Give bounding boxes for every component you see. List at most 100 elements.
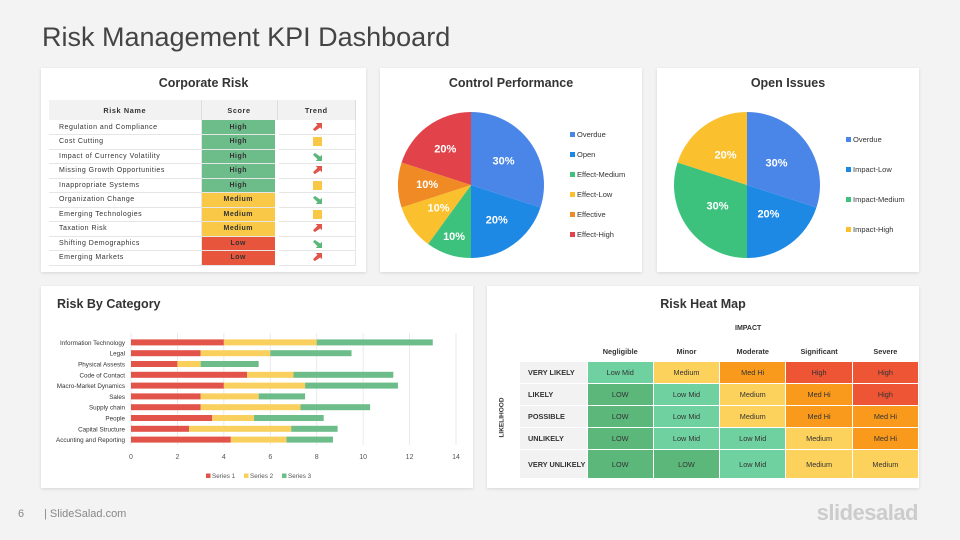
bar-segment (293, 371, 394, 378)
legend-label: Effect-High (577, 230, 614, 239)
brand-logo: slidesalad (816, 500, 919, 525)
bar-segment (305, 382, 398, 389)
risk-name: Impact of Currency Volatility (49, 149, 202, 164)
risk-score: Low (201, 236, 279, 251)
heat-map-column-header: Significant (786, 341, 852, 361)
pie-slice-label: 20% (434, 144, 456, 156)
pie-slice-open (471, 185, 541, 258)
bar-segment (200, 350, 271, 357)
heat-map-cell: Med Hi (852, 428, 918, 449)
risk-score: High (201, 134, 279, 150)
bar-segment (131, 382, 224, 389)
pie-slice-effect-high (401, 112, 471, 185)
category-label: Code of Contact (79, 372, 125, 379)
category-label: Capital Structure (78, 426, 125, 433)
corporate-risk-table: Risk Name Score Trend Regulation and Com… (49, 100, 356, 266)
heat-map-cell: LOW (653, 450, 720, 478)
legend-label: Series 2 (250, 473, 274, 480)
bar-segment (230, 436, 287, 443)
table-header-score: Score (201, 100, 278, 120)
bar-segment (131, 371, 248, 378)
table-row: Cost Cutting High (49, 134, 356, 150)
risk-score: Low (201, 250, 279, 266)
pie-slice-impact-high (677, 112, 747, 185)
legend-label: Effect-Medium (577, 170, 625, 179)
trend-down-icon (277, 149, 356, 164)
heat-map-cell: Medium (653, 362, 720, 383)
risk-name: Emerging Technologies (49, 207, 202, 222)
heat-map-cell: High (786, 362, 852, 383)
heat-map-row-label: LIKELY (520, 384, 587, 405)
heat-map-row: POSSIBLE LOW Low Mid Medium Med Hi Med Hi (520, 406, 918, 427)
heat-map-cell: Medium (786, 428, 852, 449)
table-row: Emerging Technologies Medium (49, 207, 356, 222)
risk-score: Medium (201, 221, 279, 237)
heat-map-table: Negligible Minor Moderate Significant Severe… (519, 340, 919, 479)
bar-segment (254, 415, 324, 421)
pie-slice-effect-medium (428, 185, 471, 258)
pie-slice-impact-low (747, 185, 817, 258)
bar-segment (270, 350, 352, 357)
pie-slice-label: 30% (766, 158, 788, 170)
heat-map-cell: LOW (587, 450, 653, 478)
category-label: Physical Assests (78, 362, 125, 369)
legend-swatch (244, 473, 249, 478)
bar-segment (189, 425, 292, 432)
footer-site: | SlideSalad.com (44, 508, 127, 520)
legend-label: Series 1 (212, 473, 236, 480)
heat-map-cell: Med Hi (786, 406, 852, 427)
heat-map-cell: Med Hi (786, 384, 852, 405)
heat-map-impact-label: IMPACT (735, 325, 762, 332)
bar-segment (258, 393, 306, 400)
bar-segment (177, 361, 201, 367)
heat-map-column-header: Negligible (587, 341, 653, 361)
heat-map-column-header: Minor (653, 341, 720, 361)
legend-swatch (846, 137, 851, 142)
risk-by-category-card: Risk By Category 0 2 4 6 8 10 12 14 Information … (41, 286, 473, 488)
bar-segment (200, 404, 301, 411)
table-header-risk-name: Risk Name (49, 100, 202, 120)
legend-swatch (570, 212, 575, 217)
risk-score: Medium (201, 192, 279, 208)
heat-map-cell: High (852, 362, 918, 383)
risk-score: High (201, 178, 279, 193)
legend-label: Effective (577, 210, 606, 219)
heat-map-row: VERY UNLIKELY LOW LOW Low Mid Medium Medium (520, 450, 918, 478)
risk-name: Inappropriate Systems (49, 178, 202, 193)
trend-up-icon (277, 250, 356, 266)
legend-label: Overdue (853, 135, 882, 144)
category-label: People (105, 416, 125, 423)
bar-segment (300, 404, 371, 411)
heat-map-cell: Low Mid (720, 428, 786, 449)
risk-name: Cost Cutting (49, 134, 202, 150)
legend-label: Impact-High (853, 225, 893, 234)
table-row: Emerging Markets Low (49, 250, 356, 266)
x-tick-label: 4 (222, 454, 226, 461)
bar-segment (131, 436, 231, 443)
control-performance-card: Control Performance 30% 20% 10% 10% 10% 20% Ov… (380, 68, 642, 272)
heat-map-cell: Medium (852, 450, 918, 478)
pie-slice-overdue (471, 112, 544, 208)
heat-map-row: LIKELY LOW Low Mid Medium Med Hi High (520, 384, 918, 405)
legend-swatch (570, 172, 575, 177)
legend-swatch (846, 197, 851, 202)
legend-label: Series 3 (288, 473, 312, 480)
pie-slice-label: 30% (492, 155, 514, 167)
table-row: Taxation Risk Medium (49, 221, 356, 237)
risk-score: Medium (201, 207, 279, 222)
x-tick-label: 0 (129, 454, 133, 461)
heat-map-column-header: Moderate (720, 341, 786, 361)
heat-map-cell: High (852, 384, 918, 405)
trend-up-icon (277, 163, 356, 179)
table-row: Missing Growth Opportunities High (49, 163, 356, 179)
risk-name: Regulation and Compliance (49, 120, 202, 135)
x-tick-label: 12 (406, 454, 414, 461)
risk-score: High (201, 120, 279, 135)
heat-map-row-label: VERY LIKELY (520, 362, 587, 383)
table-header-trend: Trend (277, 100, 356, 120)
category-label: Sales (109, 394, 125, 401)
bar-segment (131, 415, 213, 421)
heat-map-row-label: POSSIBLE (520, 406, 587, 427)
pie-slice-label: 20% (715, 149, 737, 161)
heat-map-likelihood-label: LIKELIHOOD (498, 397, 506, 438)
